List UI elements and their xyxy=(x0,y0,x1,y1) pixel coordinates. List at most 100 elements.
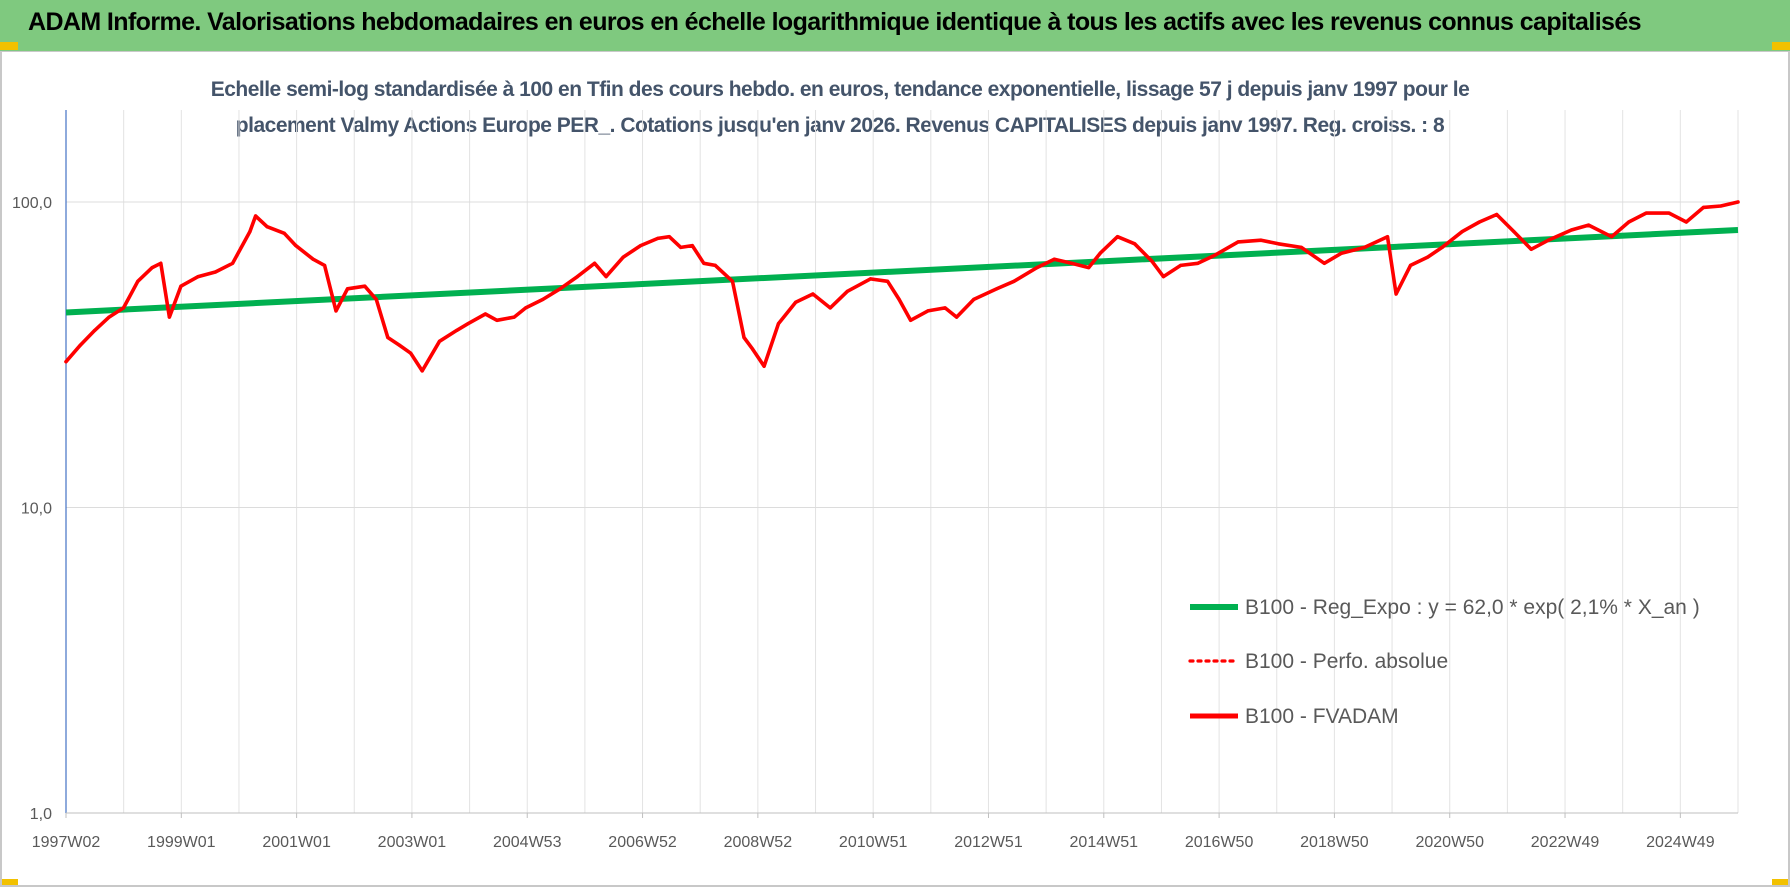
fvadam-data-point xyxy=(1627,220,1631,224)
fvadam-data-point xyxy=(1087,266,1091,270)
y-tick-label: 100,0 xyxy=(12,195,52,212)
fvadam-data-point xyxy=(926,309,930,313)
fvadam-data-point xyxy=(159,261,163,265)
x-tick-label: 2018W50 xyxy=(1300,834,1369,851)
fvadam-data-point xyxy=(742,335,746,340)
x-tick-label: 2016W50 xyxy=(1185,834,1254,851)
fvadam-data-point xyxy=(64,360,68,364)
legend-label: B100 - Reg_Expo : y = 62,0 * exp( 2,1% *… xyxy=(1245,596,1700,619)
x-tick-label: 2010W51 xyxy=(839,834,908,851)
fvadam-data-point xyxy=(1477,220,1481,224)
fvadam-data-point xyxy=(231,261,235,265)
fvadam-data-point xyxy=(690,244,694,248)
fvadam-data-point xyxy=(265,225,269,229)
fvadam-data-point xyxy=(512,315,516,319)
header-banner: ADAM Informe. Valorisations hebdomadaire… xyxy=(0,0,1790,52)
fvadam-data-point xyxy=(593,261,597,265)
fvadam-data-point xyxy=(93,328,97,332)
fvadam-data-point xyxy=(621,255,625,259)
fvadam-data-point xyxy=(1426,255,1430,259)
fvadam-data-point xyxy=(1684,220,1688,224)
fvadam-data-point xyxy=(524,306,528,310)
x-tick-label: 2001W01 xyxy=(262,834,331,851)
fvadam-data-point xyxy=(1460,230,1464,234)
fvadam-data-point xyxy=(1701,205,1706,209)
fvadam-data-point xyxy=(254,214,258,218)
fvadam-data-point xyxy=(1299,245,1303,249)
fvadam-data-point xyxy=(909,318,913,322)
fvadam-data-point xyxy=(363,284,367,288)
fvadam-data-point xyxy=(886,279,890,283)
legend-label: B100 - FVADAM xyxy=(1245,705,1399,728)
fvadam-data-point xyxy=(345,287,350,291)
fvadam-data-point xyxy=(466,322,470,326)
corner-marker-bottom-right xyxy=(1772,879,1790,887)
fvadam-data-point xyxy=(730,279,735,283)
fvadam-data-point xyxy=(374,297,378,301)
fvadam-data-point xyxy=(386,335,390,340)
report-title: ADAM Informe. Valorisations hebdomadaire… xyxy=(28,8,1642,36)
series-lines xyxy=(64,200,1740,373)
fvadam-data-point xyxy=(1133,242,1137,246)
fvadam-data-point xyxy=(1495,212,1499,217)
fvadam-data-point xyxy=(107,315,111,319)
fvadam-data-point xyxy=(1069,261,1074,265)
fvadam-data-point xyxy=(1385,235,1390,239)
fvadam-series-line xyxy=(64,200,1740,373)
fvadam-data-point xyxy=(1394,292,1398,296)
corner-marker-top-left xyxy=(0,42,18,50)
fvadam-data-point xyxy=(455,328,459,332)
fvadam-data-point xyxy=(1587,223,1591,227)
fvadam-data-point xyxy=(1546,238,1550,242)
fvadam-data-point xyxy=(1512,230,1516,234)
fvadam-data-point xyxy=(420,369,424,373)
fvadam-data-point xyxy=(294,244,298,248)
chart-title-line1: Echelle semi-log standardisée à 100 en T… xyxy=(210,78,1470,101)
y-tick-label: 10,0 xyxy=(21,501,52,518)
fvadam-data-point xyxy=(409,351,413,355)
fvadam-data-point xyxy=(121,306,126,310)
fvadam-data-point xyxy=(1196,261,1200,265)
fvadam-data-point xyxy=(604,275,608,279)
fvadam-data-point xyxy=(1179,263,1183,267)
fvadam-data-point xyxy=(575,275,580,279)
fvadam-data-point xyxy=(282,231,286,235)
fvadam-data-point xyxy=(751,347,755,351)
fvadam-data-point xyxy=(558,287,562,291)
fvadam-data-point xyxy=(167,315,171,319)
x-tick-label: 2024W49 xyxy=(1646,834,1715,851)
regression-trend-line xyxy=(65,226,1739,316)
fvadam-data-point xyxy=(1161,275,1165,279)
fvadam-data-point xyxy=(1150,259,1154,263)
fvadam-data-point xyxy=(1236,240,1240,244)
fvadam-data-point xyxy=(213,270,217,274)
fvadam-data-point xyxy=(776,322,781,326)
fvadam-data-point xyxy=(995,287,999,291)
legend: B100 - Reg_Expo : y = 62,0 * exp( 2,1% *… xyxy=(1188,596,1700,728)
fvadam-data-point xyxy=(828,306,832,310)
fvadam-data-point xyxy=(1736,200,1740,204)
corner-marker-top-right xyxy=(1772,42,1790,50)
x-tick-label: 2014W51 xyxy=(1070,834,1139,851)
fvadam-data-point xyxy=(794,300,798,304)
fvadam-data-point xyxy=(541,297,545,301)
fvadam-data-point xyxy=(943,306,947,310)
chart-title-line2: placement Valmy Actions Europe PER_. Cot… xyxy=(235,114,1445,137)
fvadam-data-point xyxy=(437,339,442,343)
fvadam-data-point xyxy=(811,292,815,296)
fvadam-data-point xyxy=(311,257,315,261)
fvadam-data-point xyxy=(679,245,683,249)
fvadam-data-point xyxy=(1213,253,1217,257)
fvadam-data-point xyxy=(972,297,976,301)
fvadam-data-point xyxy=(1259,238,1263,242)
x-tick-label: 2003W01 xyxy=(378,834,447,851)
fvadam-data-point xyxy=(136,279,140,283)
fvadam-data-point xyxy=(483,312,487,316)
fvadam-data-point xyxy=(78,343,82,347)
axes: 100,0 10,0 1,0 1997W02 1999W01 2001W01 2003W01… xyxy=(12,110,1738,851)
fvadam-data-point xyxy=(845,289,850,293)
fvadam-data-point xyxy=(1440,245,1444,249)
x-tick-label: 2012W51 xyxy=(954,834,1023,851)
fvadam-data-point xyxy=(196,275,200,279)
fvadam-data-point xyxy=(323,263,327,267)
